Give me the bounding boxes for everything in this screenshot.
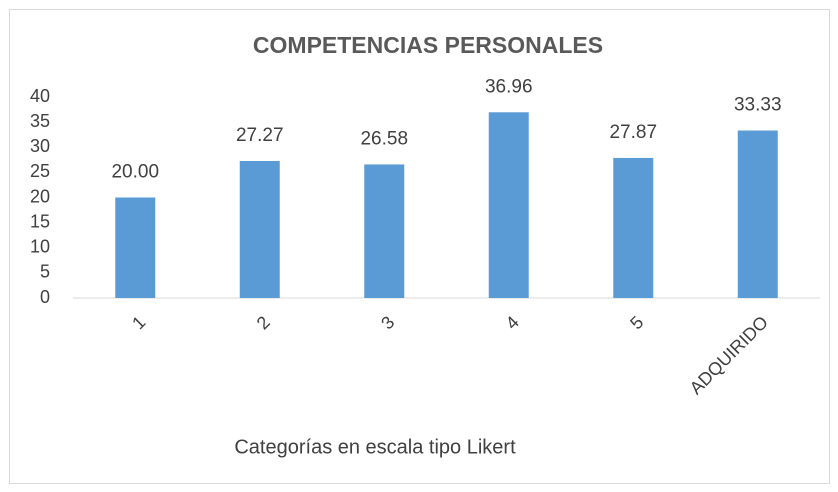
y-tick-label: 20: [30, 186, 50, 206]
bar: [239, 160, 280, 298]
value-label: 36.96: [485, 76, 533, 97]
y-tick-label: 30: [30, 136, 50, 156]
value-label: 26.58: [360, 128, 408, 149]
y-tick-label: 0: [40, 287, 50, 307]
bar: [488, 112, 529, 298]
bar: [115, 197, 156, 298]
bar: [737, 130, 778, 298]
y-tick-label: 15: [30, 211, 50, 231]
value-label: 33.33: [734, 95, 782, 116]
bar: [613, 157, 654, 298]
value-label: 20.00: [111, 162, 159, 183]
value-label: 27.87: [609, 122, 657, 143]
y-tick-label: 5: [40, 262, 50, 282]
bar: [364, 164, 405, 298]
chart-title: COMPETENCIAS PERSONALES: [253, 32, 603, 58]
value-label: 27.27: [236, 125, 284, 146]
y-tick-label: 35: [30, 111, 50, 131]
x-axis-title: Categorías en escala tipo Likert: [234, 436, 516, 458]
y-tick-label: 10: [30, 237, 50, 257]
y-tick-label: 40: [30, 86, 50, 106]
y-tick-label: 25: [30, 161, 50, 181]
